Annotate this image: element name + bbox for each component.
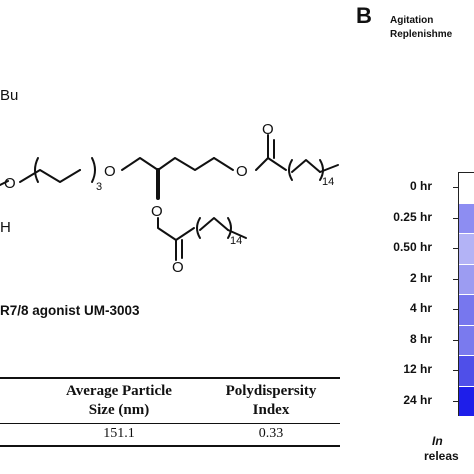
h-fragment: H bbox=[0, 219, 11, 236]
chain-subscript-top: 14 bbox=[322, 176, 334, 188]
panel-b-letter: B bbox=[356, 3, 372, 28]
footer-release-label: releas bbox=[424, 449, 459, 463]
table-mid-rule bbox=[0, 423, 340, 424]
atom-o-ester-top: O bbox=[236, 163, 248, 180]
table-top-rule bbox=[0, 377, 340, 379]
heatmap-cell bbox=[459, 173, 474, 203]
agitation-label: Agitation bbox=[390, 15, 434, 26]
heatmap-tick bbox=[453, 248, 458, 250]
atom-o-ether: O bbox=[104, 163, 116, 180]
heatmap-row-label: 0.50 hr bbox=[393, 240, 432, 255]
atom-o-left: O bbox=[4, 175, 16, 192]
heatmap-row-label: 2 hr bbox=[409, 270, 432, 285]
heatmap-cell bbox=[459, 203, 474, 233]
peg-subscript: 3 bbox=[96, 181, 102, 193]
heatmap-tick bbox=[453, 187, 458, 189]
header-particle-line1: Average Particle bbox=[66, 383, 172, 399]
chemical-structure: O O O O O O Bu H 3 14 14 bbox=[0, 87, 339, 276]
heatmap-cell bbox=[459, 295, 474, 325]
tbu-fragment: Bu bbox=[0, 87, 18, 104]
footer-in-label: In bbox=[432, 434, 443, 448]
heatmap-cell bbox=[459, 264, 474, 294]
table-bottom-rule bbox=[0, 445, 340, 447]
heatmap-tick bbox=[453, 339, 458, 341]
atom-o-ester-bottom: O bbox=[151, 203, 163, 220]
heatmap-cell bbox=[459, 325, 474, 355]
replenishment-label: Replenishme bbox=[390, 29, 453, 40]
chain-subscript-bottom: 14 bbox=[230, 235, 242, 247]
heatmap-cell bbox=[459, 356, 474, 386]
heatmap-row-label: 12 hr bbox=[403, 362, 432, 377]
header-pdi-line1: Polydispersity bbox=[225, 383, 317, 399]
heatmap-tick bbox=[453, 309, 458, 311]
heatmap-row-label: 0.25 hr bbox=[393, 209, 432, 224]
heatmap-row-label: 24 hr bbox=[403, 392, 432, 407]
atom-o-carbonyl-bottom: O bbox=[172, 259, 184, 276]
table-cell-particle-size: 151.1 bbox=[103, 426, 135, 441]
heatmap-tick bbox=[453, 278, 458, 280]
heatmap-row-label: 0 hr bbox=[409, 179, 432, 194]
heatmap-tick bbox=[453, 370, 458, 372]
table-header-particle-size: Average Particle Size (nm) bbox=[44, 382, 194, 420]
heatmap-row-label: 4 hr bbox=[409, 301, 432, 316]
table-cell-polydispersity: 0.33 bbox=[258, 426, 284, 441]
heatmap-tick bbox=[453, 217, 458, 219]
heatmap-tick bbox=[453, 400, 458, 402]
header-pdi-line2: Index bbox=[252, 402, 290, 418]
structure-caption: R7/8 agonist UM-3003 bbox=[0, 303, 140, 318]
heatmap-cell bbox=[459, 386, 474, 416]
atom-o-carbonyl-top: O bbox=[262, 121, 274, 138]
header-particle-line2: Size (nm) bbox=[88, 402, 150, 418]
heatmap-row-label: 8 hr bbox=[409, 331, 432, 346]
table-header-polydispersity: Polydispersity Index bbox=[206, 382, 336, 420]
heatmap-cell bbox=[459, 234, 474, 264]
